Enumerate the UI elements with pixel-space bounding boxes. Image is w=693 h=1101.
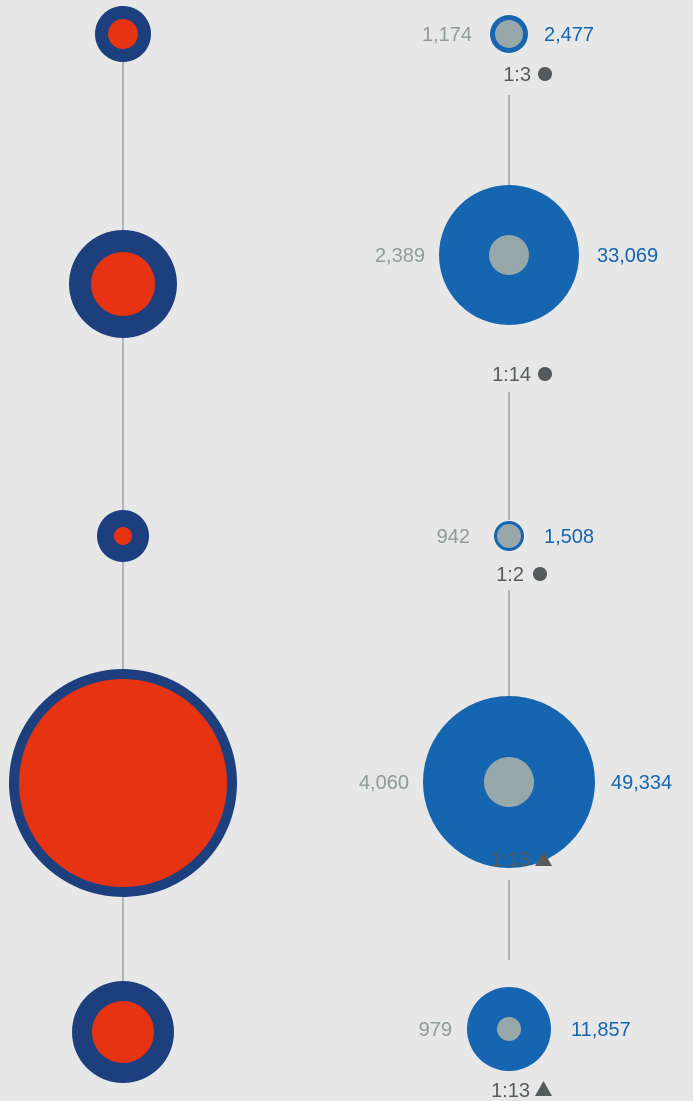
left-bubble-inner — [108, 19, 138, 49]
ratio-label: 1:13 — [491, 1080, 530, 1101]
left-bubble-3 — [97, 510, 149, 562]
ratio-triangle-marker — [535, 851, 552, 866]
left-bubble-inner — [91, 252, 155, 316]
left-value-label: 1,174 — [422, 24, 472, 46]
right-bubble-1 — [490, 15, 528, 53]
ratio-label: 1:3 — [503, 64, 531, 86]
ratio-circle-marker — [538, 67, 552, 81]
right-value-label: 11,857 — [571, 1019, 631, 1041]
right-bubble-3 — [494, 521, 524, 551]
left-value-label: 4,060 — [359, 772, 409, 794]
left-bubble-inner — [92, 1001, 154, 1063]
right-bubble-2 — [439, 185, 579, 325]
left-value-label: 942 — [437, 526, 470, 548]
right-value-label: 2,477 — [544, 24, 594, 46]
ratio-circle-marker — [533, 567, 547, 581]
ratio-label: 1:2 — [496, 564, 524, 586]
ratio-triangle-marker — [535, 1081, 552, 1096]
right-bubble-inner — [497, 1017, 521, 1041]
right-value-label: 33,069 — [597, 245, 658, 267]
ratio-circle-marker — [538, 367, 552, 381]
left-value-label: 979 — [419, 1019, 452, 1041]
left-bubble-4 — [9, 669, 237, 897]
ratio-label: 1:14 — [492, 364, 531, 386]
left-value-label: 2,389 — [375, 245, 425, 267]
right-bubble-4 — [423, 696, 595, 868]
right-value-label: 49,334 — [611, 772, 672, 794]
left-bubble-1 — [95, 6, 151, 62]
left-bubble-2 — [69, 230, 177, 338]
right-bubble-inner — [497, 524, 521, 548]
right-bubble-5 — [467, 987, 551, 1071]
right-bubble-inner — [495, 20, 523, 48]
ratio-label: 1:13 — [491, 849, 530, 871]
right-bubble-inner — [484, 757, 534, 807]
right-value-label: 1,508 — [544, 526, 594, 548]
right-bubble-inner — [489, 235, 529, 275]
left-bubble-inner — [19, 679, 227, 887]
left-bubble-5 — [72, 981, 174, 1083]
left-bubble-inner — [114, 527, 132, 545]
